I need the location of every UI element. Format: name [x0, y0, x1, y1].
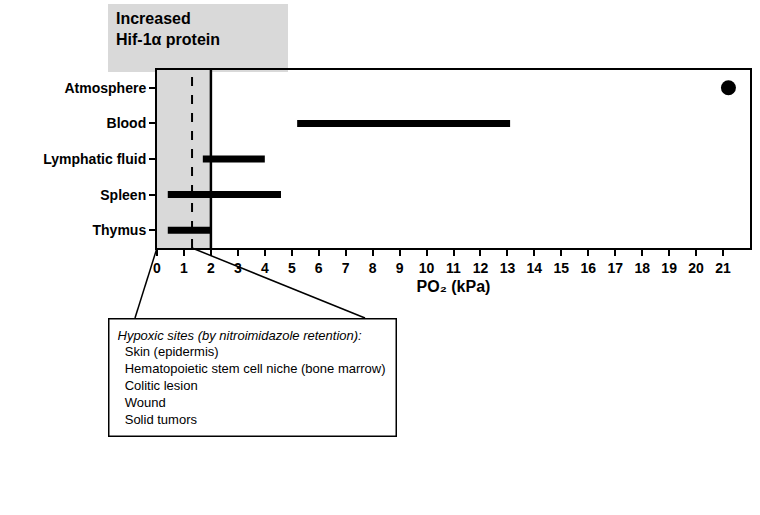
svg-text:7: 7 — [342, 260, 350, 276]
svg-text:2: 2 — [207, 260, 215, 276]
svg-text:12: 12 — [473, 260, 489, 276]
svg-text:Atmosphere: Atmosphere — [65, 80, 147, 96]
svg-text:11: 11 — [446, 260, 461, 276]
svg-text:20: 20 — [688, 260, 704, 276]
svg-text:3: 3 — [234, 260, 242, 276]
svg-text:9: 9 — [396, 260, 404, 276]
svg-text:0: 0 — [153, 260, 161, 276]
svg-text:17: 17 — [607, 260, 623, 276]
svg-text:16: 16 — [580, 260, 596, 276]
svg-text:13: 13 — [500, 260, 516, 276]
svg-text:Blood: Blood — [107, 115, 147, 131]
svg-text:19: 19 — [661, 260, 677, 276]
svg-text:Hypoxic sites (by nitroimidazo: Hypoxic sites (by nitroimidazole retenti… — [118, 328, 386, 428]
svg-text:10: 10 — [419, 260, 435, 276]
svg-text:18: 18 — [634, 260, 650, 276]
svg-text:14: 14 — [527, 260, 543, 276]
svg-text:Spleen: Spleen — [100, 187, 146, 203]
svg-text:15: 15 — [554, 260, 570, 276]
svg-text:PO₂ (kPa): PO₂ (kPa) — [417, 278, 491, 295]
svg-text:Thymus: Thymus — [93, 222, 147, 238]
svg-text:4: 4 — [261, 260, 269, 276]
svg-text:8: 8 — [369, 260, 377, 276]
svg-text:Lymphatic fluid: Lymphatic fluid — [43, 151, 146, 167]
svg-text:5: 5 — [288, 260, 296, 276]
svg-text:6: 6 — [315, 260, 323, 276]
svg-text:IncreasedHif-1α protein: IncreasedHif-1α protein — [116, 10, 220, 48]
svg-text:1: 1 — [180, 260, 188, 276]
svg-text:21: 21 — [715, 260, 731, 276]
